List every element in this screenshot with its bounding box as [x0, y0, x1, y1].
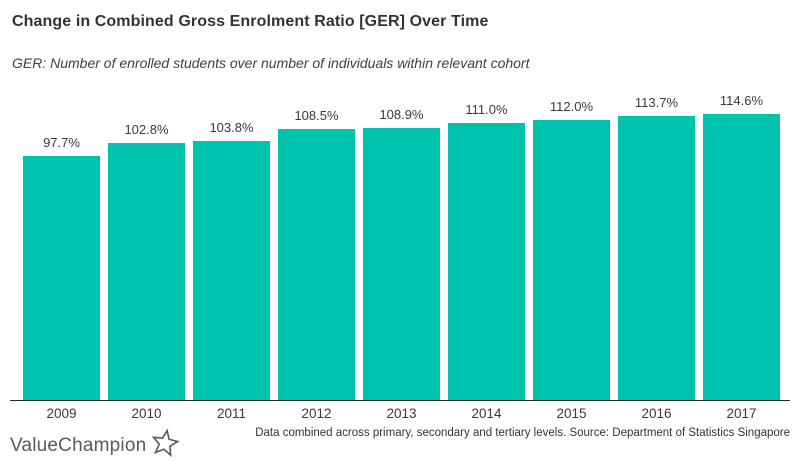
source-note: Data combined across primary, secondary … — [255, 427, 790, 439]
bar-column: 103.8% — [193, 120, 270, 400]
bar-value-label: 108.9% — [379, 107, 424, 122]
bar — [533, 120, 610, 400]
bar — [703, 114, 780, 400]
bar-column: 108.5% — [278, 108, 355, 400]
x-tick-label: 2016 — [641, 406, 672, 421]
bar-column: 108.9% — [363, 107, 440, 400]
x-tick-label: 2015 — [556, 406, 587, 421]
x-tick-label: 2009 — [46, 406, 77, 421]
bar — [363, 128, 440, 400]
bar — [278, 129, 355, 400]
x-tick-label: 2013 — [386, 406, 417, 421]
bar-value-label: 111.0% — [465, 102, 508, 117]
bars-row: 97.7% 102.8% 103.8% 108.5% 108.9% 111.0% 112.0… — [10, 93, 790, 400]
bar-value-label: 114.6% — [719, 93, 764, 108]
bar — [193, 141, 270, 400]
bar-column: 111.0% — [448, 102, 525, 400]
x-tick-label: 2010 — [131, 406, 162, 421]
x-tick-label: 2011 — [216, 406, 247, 421]
bar-value-label: 113.7% — [634, 95, 679, 110]
x-tick-label: 2017 — [726, 406, 757, 421]
star-icon — [152, 428, 181, 458]
valuechampion-logo[interactable]: ValueChampion — [10, 428, 181, 458]
brand-name: ValueChampion — [10, 435, 147, 456]
bar-column: 97.7% — [23, 135, 100, 400]
bar-column: 112.0% — [533, 99, 610, 400]
x-tick-label: 2012 — [301, 406, 332, 421]
bar-column: 113.7% — [618, 95, 695, 400]
bar-value-label: 97.7% — [43, 135, 80, 150]
bar-value-label: 108.5% — [294, 108, 339, 123]
bar-column: 114.6% — [703, 93, 780, 400]
bar-chart-plot-area: 97.7% 102.8% 103.8% 108.5% 108.9% 111.0% 112.0… — [10, 93, 790, 400]
bar — [448, 123, 525, 400]
x-tick-label: 2014 — [471, 406, 502, 421]
bar-column: 102.8% — [108, 122, 185, 400]
x-axis-line — [10, 400, 790, 401]
bar-value-label: 112.0% — [549, 99, 594, 114]
x-axis-labels: 2009 2010 2011 2012 2013 2014 2015 2016 2017 — [10, 406, 790, 421]
bar-value-label: 103.8% — [209, 120, 254, 135]
bar — [23, 156, 100, 400]
bar — [618, 116, 695, 400]
chart-subtitle: GER: Number of enrolled students over nu… — [12, 55, 530, 71]
bar-value-label: 102.8% — [124, 122, 169, 137]
chart-title: Change in Combined Gross Enrolment Ratio… — [12, 13, 489, 30]
bar — [108, 143, 185, 400]
